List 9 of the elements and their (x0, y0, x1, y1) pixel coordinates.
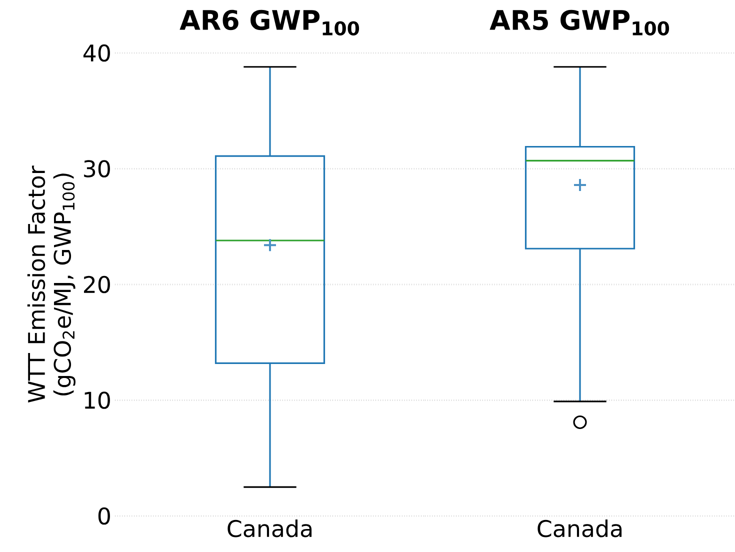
chart-title: AR6 GWP$_{100}$ (180, 10, 360, 36)
y-tick-label: 20 (84, 276, 110, 294)
y-tick-label: 0 (98, 507, 110, 525)
y-tick-label: 10 (84, 392, 110, 409)
x-tick-label: Canada (538, 520, 622, 538)
y-tick-label: 30 (84, 160, 110, 178)
y-tick-label: 40 (83, 44, 110, 62)
x-tick-label: Canada (228, 520, 312, 538)
chart-title: AR5 GWP$_{100}$ (490, 10, 670, 36)
